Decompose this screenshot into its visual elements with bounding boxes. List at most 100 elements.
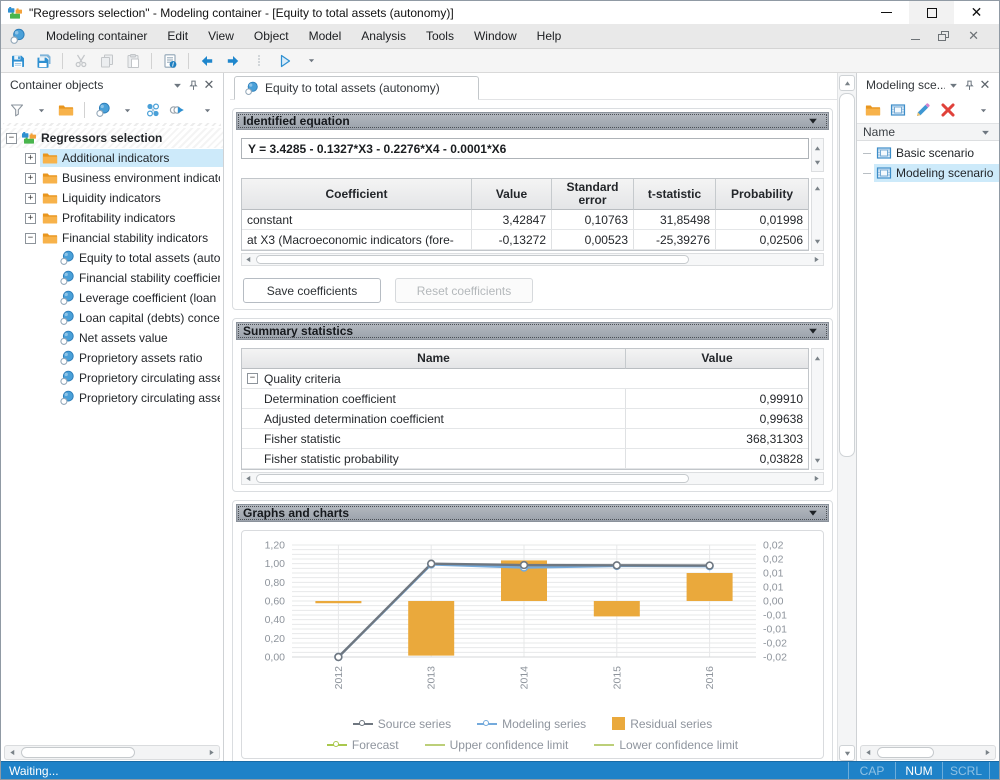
- new-model-dropdown-icon[interactable]: [118, 100, 138, 120]
- metamodel-icon[interactable]: [143, 100, 163, 120]
- run-dropdown-icon[interactable]: [300, 51, 322, 71]
- scroll-thumb[interactable]: [877, 747, 935, 758]
- tree-item-liquidity-indicators[interactable]: + Liquidity indicators: [1, 188, 223, 208]
- legend-item-upper-confidence-limit[interactable]: Upper confidence limit: [424, 738, 568, 752]
- save-all-icon[interactable]: [33, 51, 55, 71]
- collapse-expand-box[interactable]: −: [25, 232, 36, 244]
- scroll-thumb[interactable]: [256, 255, 689, 264]
- object-properties-icon[interactable]: i: [159, 51, 181, 71]
- coefficients-table-hscrollbar[interactable]: [241, 253, 824, 266]
- maximize-button[interactable]: [909, 1, 954, 24]
- process-icon[interactable]: [167, 100, 187, 120]
- collapse-expand-box[interactable]: −: [247, 373, 258, 384]
- legend-item-modeling-series[interactable]: Modeling series: [477, 717, 586, 731]
- scroll-down-icon[interactable]: [814, 453, 821, 467]
- legend-item-forecast[interactable]: Forecast: [326, 738, 399, 752]
- tree-item-leverage-coefficient-loan-ass[interactable]: Leverage coefficient (loan ass: [1, 288, 223, 308]
- legend-item-lower-confidence-limit[interactable]: Lower confidence limit: [594, 738, 738, 752]
- tree-item-proprietory-circulating-assets[interactable]: Proprietory circulating assets: [1, 368, 223, 388]
- mdi-close-button[interactable]: ✕: [968, 28, 979, 43]
- panel-menu-caret-icon[interactable]: [945, 77, 961, 93]
- tree-item-business-environment-indicators[interactable]: + Business environment indicators: [1, 168, 223, 188]
- menu-item-modeling-container[interactable]: Modeling container: [46, 29, 148, 43]
- collapse-expand-box[interactable]: +: [25, 192, 36, 204]
- left-panel-hscrollbar[interactable]: [4, 745, 220, 760]
- table-row[interactable]: Determination coefficient 0,99910: [242, 389, 808, 409]
- save-coefficients-button[interactable]: Save coefficients: [243, 278, 381, 303]
- tree-item-loan-capital-debts-concentra[interactable]: Loan capital (debts) concentra: [1, 308, 223, 328]
- summary-table-vscrollbar[interactable]: [811, 348, 824, 470]
- scroll-right-icon[interactable]: [204, 746, 219, 759]
- toolbar-options-caret-icon[interactable]: [973, 100, 993, 120]
- collapse-expand-box[interactable]: +: [25, 172, 36, 184]
- scroll-down-icon[interactable]: [814, 155, 821, 169]
- panel-menu-caret-icon[interactable]: [169, 77, 185, 93]
- scroll-right-icon[interactable]: [810, 473, 823, 484]
- new-scenario-icon[interactable]: [888, 100, 908, 120]
- panel-close-icon[interactable]: ✕: [979, 77, 991, 92]
- summary-table-hscrollbar[interactable]: [241, 472, 824, 485]
- scroll-thumb[interactable]: [256, 474, 689, 483]
- column-header[interactable]: Standard error: [552, 179, 634, 210]
- tree-item-financial-stability-indicators[interactable]: − Financial stability indicators: [1, 228, 223, 248]
- tree-item-proprietory-assets-ratio[interactable]: Proprietory assets ratio: [1, 348, 223, 368]
- column-filter-caret-icon[interactable]: [977, 124, 993, 140]
- menu-item-edit[interactable]: Edit: [167, 29, 189, 43]
- tree-item-financial-stability-coefficient[interactable]: Financial stability coefficient: [1, 268, 223, 288]
- filter-icon[interactable]: [7, 100, 27, 120]
- new-folder-icon[interactable]: [863, 100, 883, 120]
- scroll-thumb[interactable]: [839, 93, 855, 457]
- tree-item-root[interactable]: − Regressors selection: [1, 128, 223, 148]
- collapse-expand-box[interactable]: +: [25, 212, 36, 224]
- scroll-left-icon[interactable]: [5, 746, 20, 759]
- column-header[interactable]: Name: [242, 349, 626, 369]
- scroll-up-icon[interactable]: [814, 181, 821, 195]
- menu-item-view[interactable]: View: [208, 29, 234, 43]
- new-model-icon[interactable]: [93, 100, 113, 120]
- equation-field[interactable]: Y = 3.4285 - 0.1327*X3 - 0.2276*X4 - 0.0…: [241, 138, 809, 159]
- menu-item-help[interactable]: Help: [536, 29, 562, 43]
- tree-item-equity-to-total-assets-autono[interactable]: Equity to total assets (autono: [1, 248, 223, 268]
- tree-item-proprietory-circulating-assets[interactable]: Proprietory circulating assets: [1, 388, 223, 408]
- collapse-expand-box[interactable]: +: [25, 152, 36, 164]
- scroll-left-icon[interactable]: [242, 254, 255, 265]
- scroll-up-icon[interactable]: [814, 141, 821, 155]
- scroll-up-icon[interactable]: [839, 75, 855, 91]
- table-row[interactable]: at X3 (Macroeconomic indicators (fore- -0…: [242, 230, 808, 250]
- scroll-right-icon[interactable]: [980, 746, 995, 759]
- menu-item-analysis[interactable]: Analysis: [361, 29, 406, 43]
- mdi-restore-button[interactable]: [938, 30, 950, 42]
- filter-dropdown-icon[interactable]: [32, 100, 52, 120]
- column-header[interactable]: Value: [472, 179, 552, 210]
- collapse-section-icon[interactable]: [806, 324, 820, 338]
- edit-pencil-icon[interactable]: [913, 100, 933, 120]
- mdi-minimize-button[interactable]: [911, 29, 921, 43]
- tree-item-net-assets-value[interactable]: Net assets value: [1, 328, 223, 348]
- menu-item-tools[interactable]: Tools: [425, 29, 454, 43]
- scroll-left-icon[interactable]: [861, 746, 876, 759]
- run-icon[interactable]: [274, 51, 296, 71]
- column-header[interactable]: Value: [626, 349, 808, 369]
- tree-item-additional-indicators[interactable]: + Additional indicators: [1, 148, 223, 168]
- legend-item-source-series[interactable]: Source series: [352, 717, 451, 731]
- scenario-item-modeling-scenario[interactable]: Modeling scenario: [857, 163, 999, 183]
- tab-equity-to-total-assets[interactable]: Equity to total assets (autonomy): [234, 76, 479, 100]
- forward-icon[interactable]: [222, 51, 244, 71]
- group-row-quality-criteria[interactable]: − Quality criteria: [242, 369, 808, 389]
- right-panel-hscrollbar[interactable]: [860, 745, 996, 760]
- equation-vscrollbar[interactable]: [811, 138, 824, 172]
- column-header[interactable]: Probability: [716, 179, 808, 210]
- table-row[interactable]: Fisher statistic probability 0,03828: [242, 449, 808, 469]
- delete-icon[interactable]: [938, 100, 958, 120]
- save-icon[interactable]: [7, 51, 29, 71]
- scroll-down-icon[interactable]: [814, 234, 821, 248]
- close-button[interactable]: ✕: [970, 4, 983, 20]
- table-row[interactable]: Adjusted determination coefficient 0,9963…: [242, 409, 808, 429]
- new-folder-icon[interactable]: [57, 100, 77, 120]
- menu-item-window[interactable]: Window: [473, 29, 517, 43]
- table-row[interactable]: Fisher statistic 368,31303: [242, 429, 808, 449]
- scenario-name-column-header[interactable]: Name: [857, 123, 999, 141]
- scroll-up-icon[interactable]: [814, 351, 821, 365]
- tree-item-profitability-indicators[interactable]: + Profitability indicators: [1, 208, 223, 228]
- menu-item-object[interactable]: Object: [253, 29, 289, 43]
